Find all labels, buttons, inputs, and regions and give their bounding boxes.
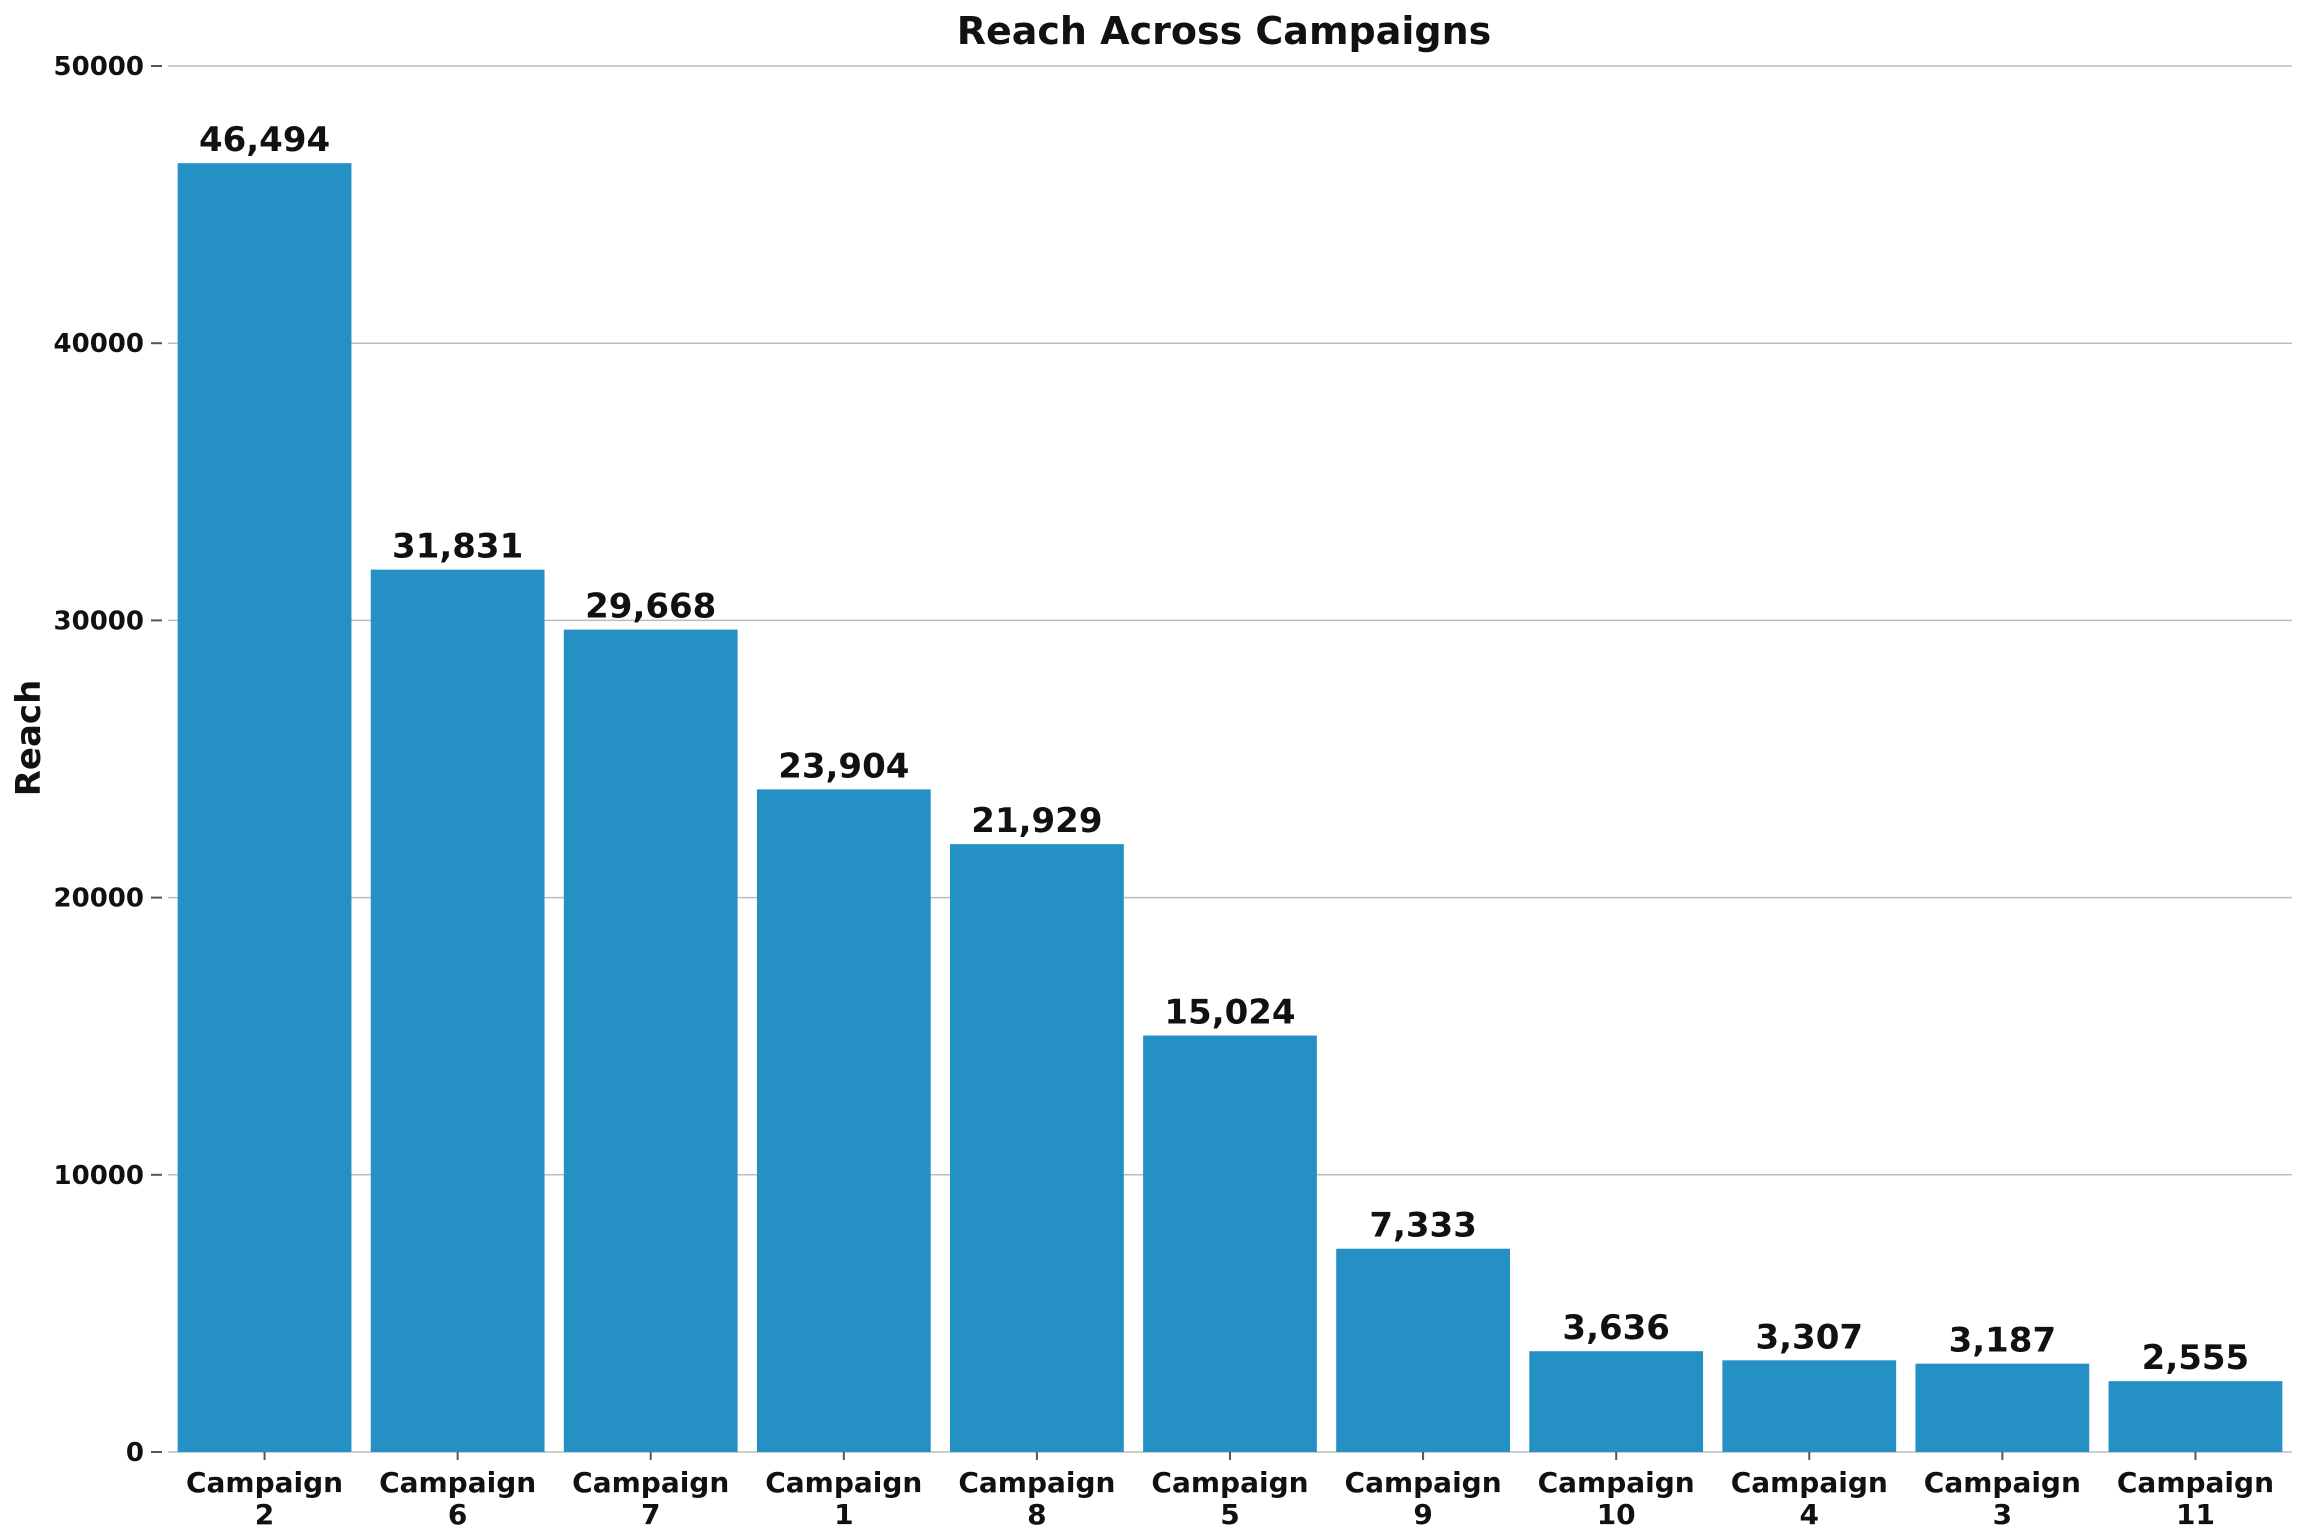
x-tick-label-line: 2 (255, 1498, 274, 1531)
bar (1336, 1248, 1510, 1452)
x-tick-label: Campaign 10 (1538, 1466, 1695, 1531)
y-tick-label: 0 (126, 1438, 144, 1468)
bar (563, 629, 738, 1452)
x-tick-label-line: 7 (641, 1498, 660, 1531)
bar-value-label: 2,555 (2142, 1338, 2250, 1378)
x-tick-label-line: Campaign (1538, 1466, 1695, 1499)
x-tick-label: Campaign 7 (572, 1466, 729, 1531)
bar-value-label: 23,904 (778, 746, 909, 786)
y-tick-label: 20000 (54, 884, 144, 914)
bar (370, 569, 545, 1452)
bar (756, 789, 931, 1452)
y-axis-label: Reach (9, 680, 49, 797)
bar (1915, 1363, 2090, 1452)
x-tick-label: Campaign 3 (1924, 1466, 2081, 1531)
bar-value-label: 46,494 (199, 120, 330, 160)
chart-title: Reach Across Campaigns (957, 9, 1492, 53)
y-tick-label: 40000 (54, 329, 144, 359)
bar-value-label: 15,024 (1164, 993, 1295, 1033)
bar-value-label: 3,187 (1949, 1321, 2057, 1361)
x-tick-label: Campaign 8 (958, 1466, 1115, 1531)
x-tick-label-line: 3 (1993, 1498, 2012, 1531)
bar-value-label: 21,929 (971, 801, 1102, 841)
bar (1529, 1351, 1704, 1452)
x-tick-label-line: Campaign (1345, 1466, 1502, 1499)
x-tick-label-line: 5 (1220, 1498, 1239, 1531)
x-tick-label-line: 8 (1027, 1498, 1046, 1531)
bar-value-label: 3,307 (1755, 1317, 1863, 1357)
x-tick-label-line: Campaign (379, 1466, 536, 1499)
x-tick-label-line: Campaign (1924, 1466, 2081, 1499)
y-tick-label: 10000 (54, 1161, 144, 1191)
bar-value-label: 3,636 (1562, 1308, 1670, 1348)
bar (1722, 1360, 1897, 1452)
bar (2108, 1381, 2283, 1452)
bar-value-label: 7,333 (1369, 1206, 1477, 1246)
bar (1143, 1035, 1317, 1452)
x-tick-label-line: Campaign (1151, 1466, 1308, 1499)
x-tick-label-line: Campaign (1731, 1466, 1888, 1499)
y-tick-label: 50000 (54, 52, 144, 82)
x-tick-label: Campaign 1 (765, 1466, 922, 1531)
x-tick-label: Campaign 9 (1345, 1466, 1502, 1531)
x-tick-label: Campaign 5 (1151, 1466, 1308, 1531)
x-tick-label-line: 9 (1413, 1498, 1432, 1531)
bar (177, 163, 352, 1453)
x-tick-label: Campaign 6 (379, 1466, 536, 1531)
x-tick-label-line: Campaign (765, 1466, 922, 1499)
bars (177, 163, 2283, 1453)
bar (950, 844, 1124, 1452)
x-tick-label-line: 10 (1597, 1498, 1636, 1531)
x-tick-label: Campaign 11 (2117, 1466, 2274, 1531)
x-tick-label-line: 6 (448, 1498, 467, 1531)
x-tick-label: Campaign 2 (186, 1466, 343, 1531)
x-tick-label-line: Campaign (186, 1466, 343, 1499)
x-tick-label-line: 11 (2176, 1498, 2215, 1531)
x-tick-label: Campaign 4 (1731, 1466, 1888, 1531)
bar-value-labels: 46,494 31,831 29,668 23,904 21,929 15,024 7,33… (199, 120, 2249, 1378)
x-tick-label-line: 1 (834, 1498, 853, 1531)
x-tick-label-line: Campaign (2117, 1466, 2274, 1499)
bar-value-label: 31,831 (392, 527, 523, 567)
x-tick-label-line: Campaign (958, 1466, 1115, 1499)
x-tick-label-line: 4 (1800, 1498, 1819, 1531)
bar-value-label: 29,668 (585, 587, 716, 627)
y-tick-label: 30000 (54, 606, 144, 636)
x-tick-label-line: Campaign (572, 1466, 729, 1499)
y-axis-ticks: 0 10000 20000 30000 40000 50000 (54, 52, 162, 1468)
